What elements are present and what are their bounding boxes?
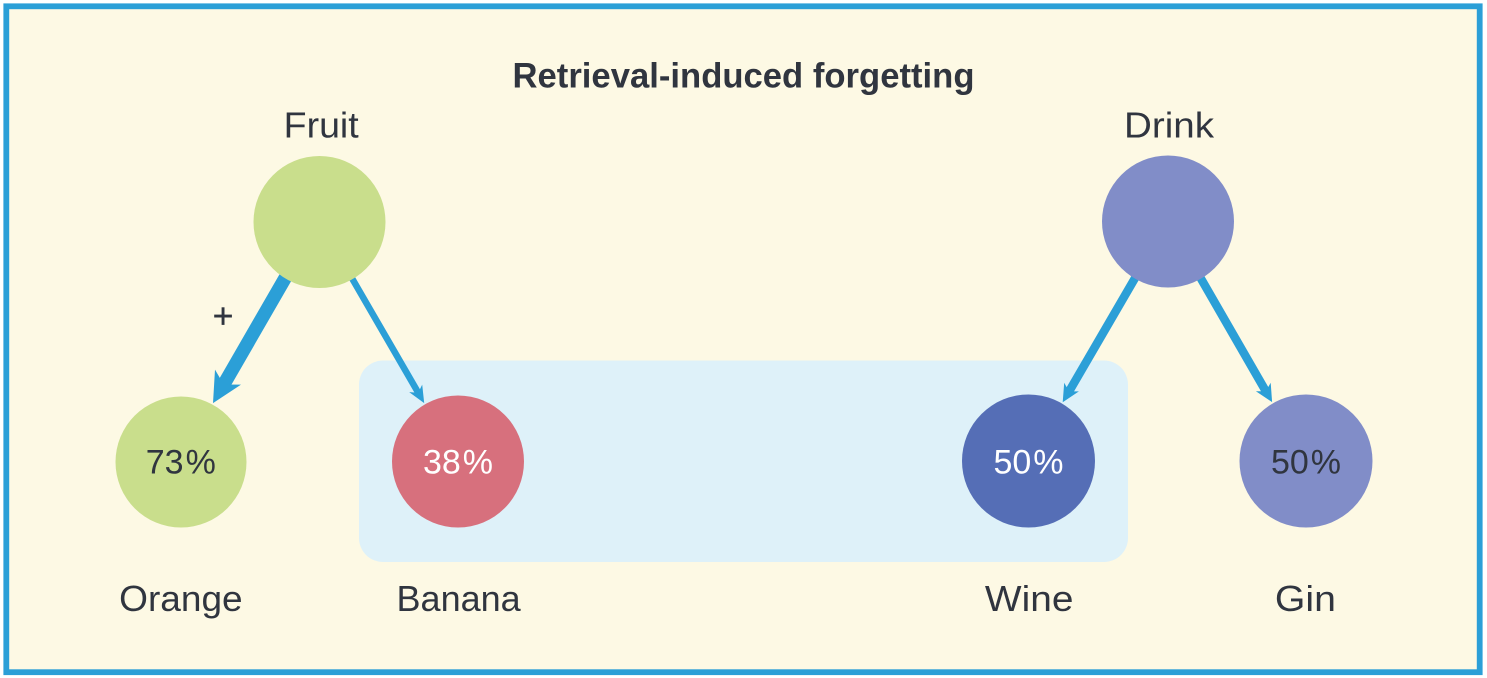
- svg-text:Retrieval-induced forgetting: Retrieval-induced forgetting: [513, 57, 975, 96]
- svg-text:Drink: Drink: [1124, 105, 1215, 146]
- svg-text:Orange: Orange: [119, 578, 243, 619]
- svg-text:50%: 50%: [1271, 444, 1341, 482]
- svg-text:50%: 50%: [993, 444, 1063, 482]
- svg-text:Gin: Gin: [1275, 578, 1336, 619]
- svg-text:38%: 38%: [423, 444, 493, 482]
- svg-text:Banana: Banana: [397, 578, 522, 619]
- svg-text:73%: 73%: [146, 444, 216, 482]
- svg-text:Wine: Wine: [985, 578, 1074, 619]
- svg-text:Fruit: Fruit: [284, 105, 359, 146]
